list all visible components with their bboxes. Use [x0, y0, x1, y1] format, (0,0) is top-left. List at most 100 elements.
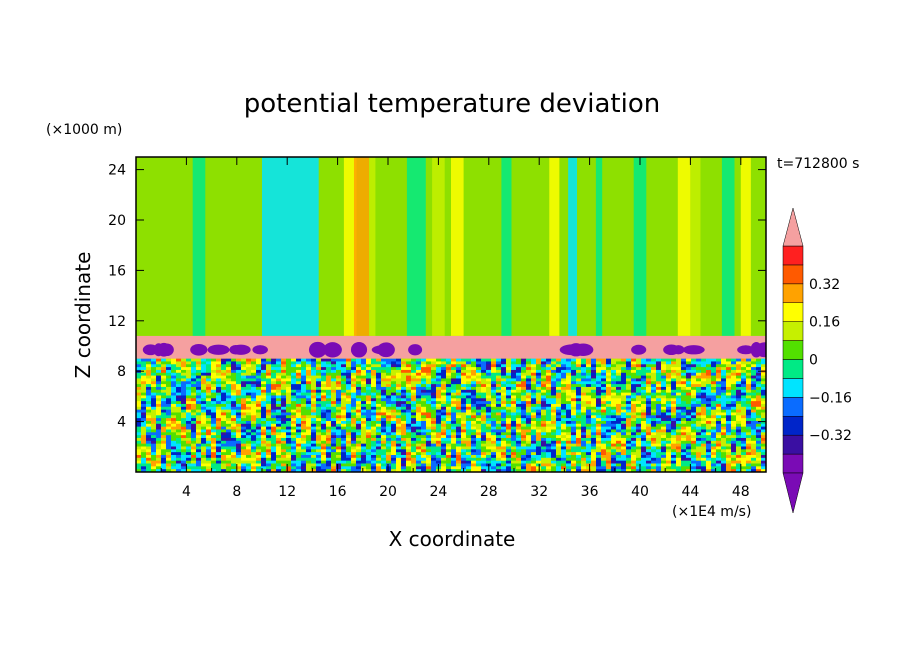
turbulence-cell [201, 429, 207, 433]
turbulence-cell [451, 415, 457, 419]
turbulence-cell [431, 418, 437, 422]
turbulence-cell [741, 426, 747, 431]
turbulence-cell [141, 409, 147, 414]
turbulence-cell [336, 409, 342, 414]
turbulence-cell [351, 412, 357, 416]
turbulence-cell [336, 440, 342, 445]
turbulence-cell [571, 423, 577, 428]
turbulence-cell [606, 412, 612, 416]
turbulence-cell [356, 449, 362, 453]
turbulence-cell [371, 384, 377, 388]
turbulence-cell [631, 420, 637, 425]
turbulence-cell [456, 418, 462, 422]
turbulence-cell [276, 446, 282, 450]
turbulence-cell [221, 386, 227, 391]
turbulence-cell [661, 364, 667, 368]
turbulence-cell [251, 412, 257, 416]
turbulence-cell [521, 420, 527, 425]
turbulence-cell [681, 415, 687, 419]
turbulence-cell [151, 469, 157, 472]
turbulence-cell [611, 369, 617, 374]
turbulence-cell [231, 384, 237, 388]
turbulence-cell [756, 384, 762, 388]
turbulence-cell [506, 440, 512, 445]
turbulence-cell [511, 457, 517, 462]
turbulence-cell [576, 454, 582, 459]
turbulence-cell [281, 435, 287, 439]
turbulence-cell [226, 369, 232, 374]
turbulence-cell [226, 469, 232, 472]
turbulence-cell [521, 401, 527, 405]
turbulence-cell [296, 367, 302, 371]
turbulence-cell [676, 432, 682, 436]
turbulence-cell [201, 372, 207, 377]
turbulence-cell [176, 372, 182, 377]
turbulence-cell [441, 367, 447, 371]
turbulence-cell [301, 364, 307, 368]
turbulence-cell [416, 401, 422, 405]
turbulence-cell [631, 381, 637, 385]
turbulence-cell [221, 412, 227, 416]
turbulence-cell [321, 449, 327, 453]
turbulence-cell [431, 389, 437, 394]
turbulence-cell [326, 446, 332, 450]
turbulence-cell [511, 432, 517, 436]
turbulence-cell [561, 449, 567, 453]
turbulence-cell [241, 469, 247, 472]
turbulence-cell [346, 392, 352, 397]
turbulence-cell [591, 435, 597, 439]
turbulence-cell [551, 415, 557, 419]
turbulence-cell [536, 386, 542, 391]
turbulence-cell [596, 398, 602, 402]
turbulence-cell [321, 372, 327, 377]
turbulence-cell [166, 420, 172, 425]
turbulence-cell [621, 389, 627, 394]
turbulence-cell [156, 466, 162, 470]
turbulence-cell [581, 403, 587, 408]
turbulence-cell [376, 460, 382, 465]
turbulence-cell [161, 375, 167, 380]
turbulence-cell [261, 454, 267, 459]
turbulence-cell [606, 372, 612, 377]
turbulence-cell [176, 435, 182, 439]
turbulence-cell [476, 454, 482, 459]
turbulence-cell [551, 432, 557, 436]
turbulence-cell [456, 375, 462, 380]
turbulence-cell [741, 367, 747, 371]
turbulence-cell [621, 423, 627, 428]
turbulence-cell [596, 358, 602, 363]
turbulence-cell [616, 469, 622, 472]
turbulence-cell [186, 358, 192, 363]
turbulence-cell [496, 403, 502, 408]
turbulence-cell [741, 446, 747, 450]
turbulence-cell [741, 378, 747, 382]
turbulence-cell [616, 403, 622, 408]
turbulence-cell [706, 375, 712, 380]
turbulence-cell [456, 443, 462, 448]
turbulence-cell [521, 466, 527, 470]
turbulence-cell [736, 375, 742, 380]
turbulence-cell [581, 398, 587, 402]
turbulence-cell [586, 415, 592, 419]
turbulence-cell [611, 423, 617, 428]
turbulence-cell [506, 435, 512, 439]
turbulence-cell [416, 398, 422, 402]
turbulence-cell [621, 435, 627, 439]
turbulence-cell [741, 432, 747, 436]
turbulence-cell [686, 412, 692, 416]
turbulence-cell [461, 389, 467, 394]
turbulence-cell [166, 401, 172, 405]
turbulence-cell [151, 443, 157, 448]
turbulence-cell [376, 426, 382, 431]
turbulence-cell [641, 364, 647, 368]
turbulence-cell [706, 452, 712, 456]
turbulence-cell [586, 437, 592, 442]
turbulence-cell [446, 457, 452, 462]
turbulence-cell [346, 423, 352, 428]
turbulence-cell [371, 423, 377, 428]
turbulence-cell [226, 435, 232, 439]
turbulence-cell [656, 446, 662, 450]
turbulence-cell [331, 440, 337, 445]
turbulence-cell [331, 463, 337, 467]
turbulence-cell [521, 418, 527, 422]
